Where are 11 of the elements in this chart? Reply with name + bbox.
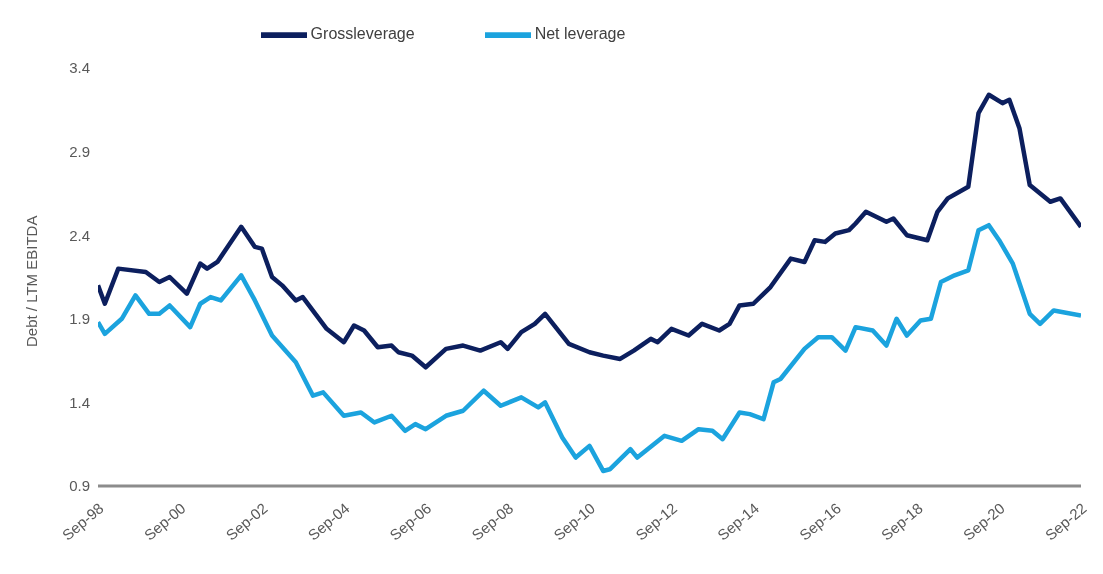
line-series [98, 222, 1081, 474]
y-tick-label: 1.9 [69, 310, 90, 328]
y-tick-label: 2.9 [69, 142, 90, 160]
y-tick-label: 2.4 [69, 226, 90, 244]
y-tick-label: 1.4 [69, 393, 90, 411]
legend-label: Grossleverage [310, 25, 415, 43]
legend-label: Net leverage [534, 25, 626, 43]
y-axis-title: Debt / LTM EBITDA [23, 215, 41, 347]
line-series [98, 92, 1081, 370]
y-tick-label: 0.9 [69, 477, 90, 495]
y-tick-label: 3.4 [69, 59, 90, 77]
